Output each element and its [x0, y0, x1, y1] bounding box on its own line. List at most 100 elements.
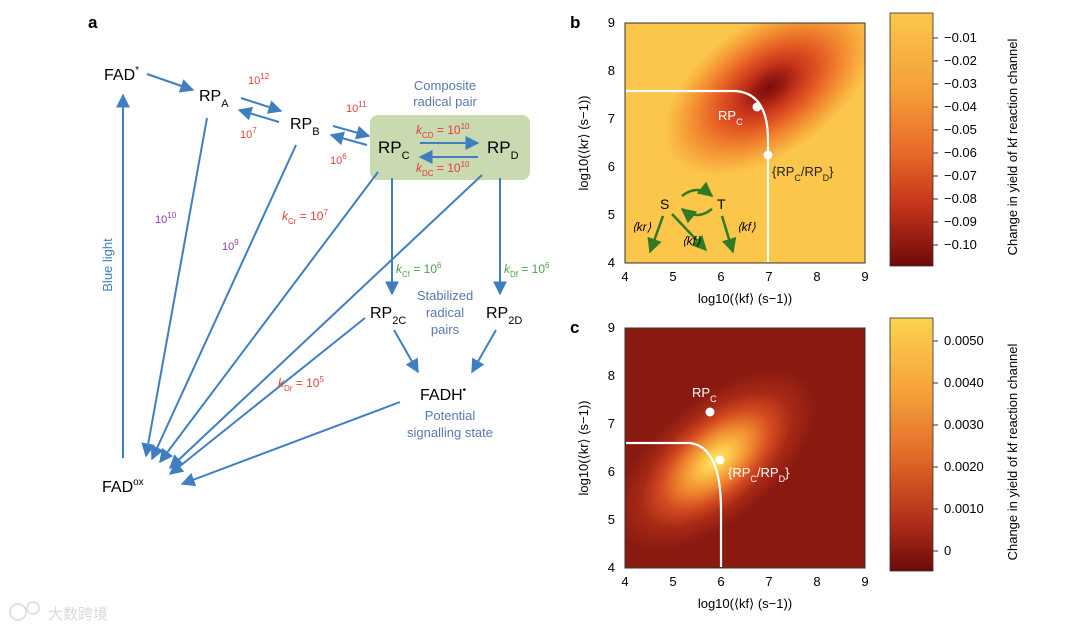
cb-b-tick-3: −0.04: [944, 99, 977, 114]
panel-b-point-rpc: [752, 102, 762, 112]
panel-c-label-rpc: RPC: [692, 385, 717, 404]
rate-bc: 1011: [346, 100, 367, 115]
arrow-rpb-to-rpa: [237, 106, 280, 123]
cb-b-tick-2: −0.03: [944, 76, 977, 91]
panel-b-y-ticks: 4 5 6 7 8 9: [608, 15, 615, 270]
arrow-rpc-to-fadox: [159, 171, 379, 464]
panel-b-colorbar-tickmarks: [933, 37, 938, 246]
cb-b-tick-5: −0.06: [944, 145, 977, 160]
rate-ab: 1012: [248, 72, 270, 87]
panel-b-ylabel: log10(⟨kr⟩ (s−1)): [576, 95, 591, 190]
species-fad-star: FAD*: [104, 65, 139, 84]
species-rpa: RPA: [199, 88, 229, 110]
panel-c-label-rpcd: {RPC/RPD}: [728, 465, 790, 484]
species-fadh: FADH•: [420, 385, 467, 404]
cb-b-tick-4: −0.05: [944, 122, 977, 137]
rate-kcd: kCD = 1010: [416, 122, 470, 140]
arrow-rp2c-to-fadox: [168, 317, 366, 475]
panel-b-colorbar-label: Change in yield of kf reaction channel: [1005, 38, 1020, 255]
panel-c-boundary-curve: [626, 441, 723, 567]
tick-b-x-2: 6: [717, 269, 724, 284]
panel-c-letter: c: [570, 318, 579, 337]
panel-b-label-rpcd: {RPC/RPD}: [772, 164, 834, 183]
panel-b-colorbar: [889, 12, 934, 267]
panel-b-point-rpcd: [763, 150, 773, 160]
cb-b-tick-7: −0.08: [944, 191, 977, 206]
tick-c-y-5: 9: [608, 320, 615, 335]
inset-singlet: S: [660, 196, 669, 212]
annotation-potential-1: Potential: [425, 408, 476, 423]
cb-c-tick-1: 0.0040: [944, 375, 984, 390]
rate-kdf: kDf = 106: [504, 261, 550, 279]
tick-c-y-4: 8: [608, 368, 615, 383]
arrow-rpb-to-fadox: [150, 144, 297, 461]
panel-c-ylabel: log10(⟨kr⟩ (s−1)): [576, 400, 591, 495]
rate-kdc: kDC = 1010: [416, 160, 470, 178]
panel-b-colorbar-ticks: −0.01 −0.02 −0.03 −0.04 −0.05 −0.06 −0.0…: [944, 30, 977, 252]
panel-c-colorbar-label: Change in yield of kf reaction channel: [1005, 343, 1020, 560]
cb-b-tick-0: −0.01: [944, 30, 977, 45]
panel-c-point-rpcd: [715, 455, 725, 465]
inset-kr-label: ⟨kr⟩: [632, 220, 652, 234]
rate-kcr: kCr = 107: [282, 208, 328, 226]
panel-c-y-ticks: 4 5 6 7 8 9: [608, 320, 615, 575]
species-rpb: RPB: [290, 116, 320, 138]
panel-c-xlabel: log10(⟨kf⟩ (s−1)): [698, 596, 792, 611]
tick-b-y-5: 9: [608, 15, 615, 30]
tick-b-y-2: 6: [608, 159, 615, 174]
tick-b-y-0: 4: [608, 255, 615, 270]
arrow-rpa-to-fadox: [141, 117, 208, 458]
inset-triplet: T: [717, 196, 726, 212]
composite-radical-pair-box: [370, 115, 530, 180]
species-rp2c: RP2C: [370, 305, 406, 327]
tick-b-x-3: 7: [765, 269, 772, 284]
tick-c-x-4: 8: [813, 574, 820, 589]
arrow-fadh-to-fadox: [180, 401, 401, 487]
panel-c-point-rpc: [705, 407, 715, 417]
watermark: 大数跨境: [9, 601, 108, 623]
arrow-rpc-to-rpb: [329, 131, 368, 146]
cb-c-tick-5: 0: [944, 543, 951, 558]
annotation-potential-2: signalling state: [407, 425, 493, 440]
tick-c-y-2: 6: [608, 464, 615, 479]
tick-b-x-1: 5: [669, 269, 676, 284]
annotation-stabilized-1: Stabilized: [417, 288, 473, 303]
tick-c-x-3: 7: [765, 574, 772, 589]
cb-b-tick-1: −0.02: [944, 53, 977, 68]
panel-b-letter: b: [570, 13, 580, 32]
species-rpd: RPD: [487, 138, 519, 162]
panel-c-colorbar-ticks: 0.0050 0.0040 0.0030 0.0020 0.0010 0: [944, 333, 984, 558]
tick-b-x-0: 4: [621, 269, 628, 284]
panel-c-colorbar: [889, 317, 934, 572]
species-rp2d: RP2D: [486, 305, 522, 327]
annotation-blue-light: Blue light: [100, 238, 115, 292]
panel-c-colorbar-tickmarks: [933, 340, 938, 552]
watermark-text: 大数跨境: [48, 605, 108, 623]
tick-b-y-1: 5: [608, 207, 615, 222]
inset-kf-right-label: ⟨kf⟩: [737, 220, 756, 234]
tick-c-y-1: 5: [608, 512, 615, 527]
cb-b-tick-6: −0.07: [944, 168, 977, 183]
panel-b-xlabel: log10(⟨kf⟩ (s−1)): [698, 291, 792, 306]
panel-b-heatmap: [624, 22, 866, 264]
tick-c-y-0: 4: [608, 560, 615, 575]
tick-b-y-4: 8: [608, 63, 615, 78]
rate-b-ox: 109: [222, 238, 239, 253]
watermark-logo-icon: [9, 603, 27, 621]
tick-b-x-4: 8: [813, 269, 820, 284]
panel-b-x-ticks: 4 5 6 7 8 9: [621, 269, 868, 284]
panel-b-label-rpc: RPC: [718, 108, 743, 127]
panel-b-spin-scheme: S T ⟨kr⟩ ⟨kf⟩ ⟨kf⟩: [632, 181, 756, 254]
inset-kf-mid-label: ⟨kf⟩: [682, 234, 701, 248]
tick-c-x-5: 9: [861, 574, 868, 589]
reaction-arrows: [116, 73, 507, 487]
tick-c-x-0: 4: [621, 574, 628, 589]
species-fadox: FADox: [102, 477, 144, 496]
cb-c-tick-2: 0.0030: [944, 417, 984, 432]
annotation-composite-2: radical pair: [413, 94, 477, 109]
species-rpc: RPC: [378, 138, 410, 162]
rate-kdr: kDr = 105: [278, 375, 324, 393]
panel-c-x-ticks: 4 5 6 7 8 9: [621, 574, 868, 589]
cb-c-tick-0: 0.0050: [944, 333, 984, 348]
